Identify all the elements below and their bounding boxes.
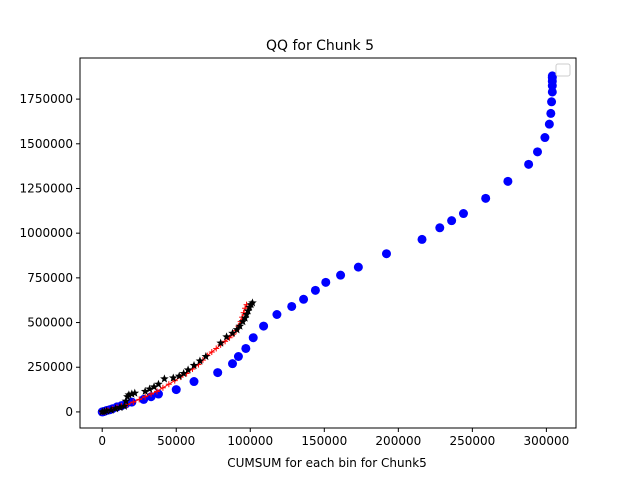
- data-point-circle: [547, 71, 557, 81]
- data-point-circle: [259, 321, 269, 331]
- data-point-star: [235, 321, 245, 330]
- y-tick-label: 750000: [27, 271, 73, 285]
- data-point-star: [189, 360, 199, 370]
- data-point-star: [232, 325, 242, 334]
- data-point-star: [201, 352, 211, 361]
- data-point-star: [222, 332, 231, 341]
- data-point-star: [115, 402, 125, 412]
- data-point-star: [124, 390, 134, 399]
- data-point-circle: [540, 133, 550, 143]
- data-point-plus: [213, 345, 220, 352]
- y-tick-label: 500000: [27, 316, 73, 330]
- data-point-circle: [310, 285, 320, 295]
- data-point-star: [216, 338, 225, 347]
- data-point-star: [102, 406, 111, 415]
- data-point-star: [127, 389, 137, 398]
- x-axis: 0 50000 100000 150000 200000 250000 300000: [98, 428, 569, 448]
- data-point-circle: [481, 193, 491, 203]
- data-point-plus: [148, 391, 155, 398]
- data-point-circle: [228, 359, 238, 369]
- y-tick-label: 0: [65, 405, 73, 419]
- x-tick-label: 200000: [375, 434, 421, 448]
- data-point-plus: [159, 384, 166, 391]
- data-point-circle: [547, 97, 557, 107]
- data-point-star: [242, 310, 251, 319]
- data-point-circle: [417, 234, 427, 244]
- data-point-star: [174, 371, 184, 380]
- data-point-star: [154, 379, 163, 388]
- data-point-circle: [299, 294, 309, 304]
- data-point-star: [121, 396, 131, 405]
- data-point-plus: [208, 349, 215, 356]
- data-point-circle: [503, 176, 513, 186]
- y-tick-label: 1250000: [20, 181, 73, 195]
- data-point-circle: [353, 262, 363, 272]
- y-axis: 0 250000 500000 750000 1000000 1250000 1500000…: [20, 92, 80, 419]
- series-2: [97, 298, 257, 416]
- data-point-star: [145, 384, 154, 393]
- data-point-circle: [435, 223, 445, 233]
- plot-frame: [79, 57, 577, 429]
- data-point-circle: [233, 352, 243, 362]
- data-point-star: [179, 368, 188, 378]
- plot-area: [97, 71, 557, 417]
- legend-box: [555, 63, 571, 77]
- y-tick-label: 250000: [27, 360, 73, 374]
- data-point-star: [140, 386, 150, 395]
- data-point-circle: [381, 249, 391, 259]
- data-point-star: [183, 365, 193, 374]
- data-point-circle: [336, 270, 346, 280]
- data-point-circle: [171, 385, 181, 395]
- data-point-star: [195, 356, 205, 365]
- data-point-star: [240, 313, 250, 322]
- data-point-plus: [130, 399, 137, 406]
- data-point-star: [120, 401, 129, 410]
- data-point-plus: [165, 381, 172, 388]
- chart-title: QQ for Chunk 5: [266, 38, 374, 54]
- data-point-plus: [153, 388, 160, 395]
- x-tick-label: 100000: [227, 434, 273, 448]
- x-tick-label: 250000: [449, 434, 495, 448]
- data-point-circle: [248, 333, 258, 343]
- data-point-circle: [533, 147, 543, 157]
- data-point-circle: [544, 119, 554, 129]
- y-tick-label: 1500000: [20, 137, 73, 151]
- x-tick-label: 0: [98, 434, 106, 448]
- data-point-star: [228, 328, 237, 337]
- x-axis-label: CUMSUM for each bin for Chunk5: [227, 456, 427, 470]
- data-point-star: [160, 374, 169, 383]
- data-point-star: [248, 298, 257, 307]
- data-point-star: [243, 306, 253, 315]
- x-tick-label: 50000: [157, 434, 195, 448]
- data-point-star: [106, 405, 116, 414]
- y-tick-label: 1750000: [20, 92, 73, 106]
- data-point-circle: [213, 368, 223, 378]
- data-point-circle: [272, 309, 282, 319]
- data-point-circle: [287, 301, 297, 311]
- data-point-star: [111, 404, 120, 413]
- x-tick-label: 300000: [523, 434, 569, 448]
- data-point-star: [149, 382, 159, 391]
- data-point-circle: [189, 377, 199, 387]
- y-tick-label: 1000000: [20, 226, 73, 240]
- data-point-circle: [547, 87, 557, 97]
- data-point-circle: [321, 277, 331, 287]
- data-point-star: [130, 388, 140, 397]
- data-point-circle: [241, 343, 251, 353]
- x-tick-label: 150000: [301, 434, 347, 448]
- data-point-star: [169, 373, 178, 382]
- data-point-circle: [524, 159, 534, 169]
- data-point-plus: [136, 396, 143, 403]
- data-point-plus: [142, 393, 149, 400]
- data-point-circle: [546, 108, 556, 118]
- data-point-circle: [447, 216, 457, 226]
- data-point-circle: [458, 209, 468, 219]
